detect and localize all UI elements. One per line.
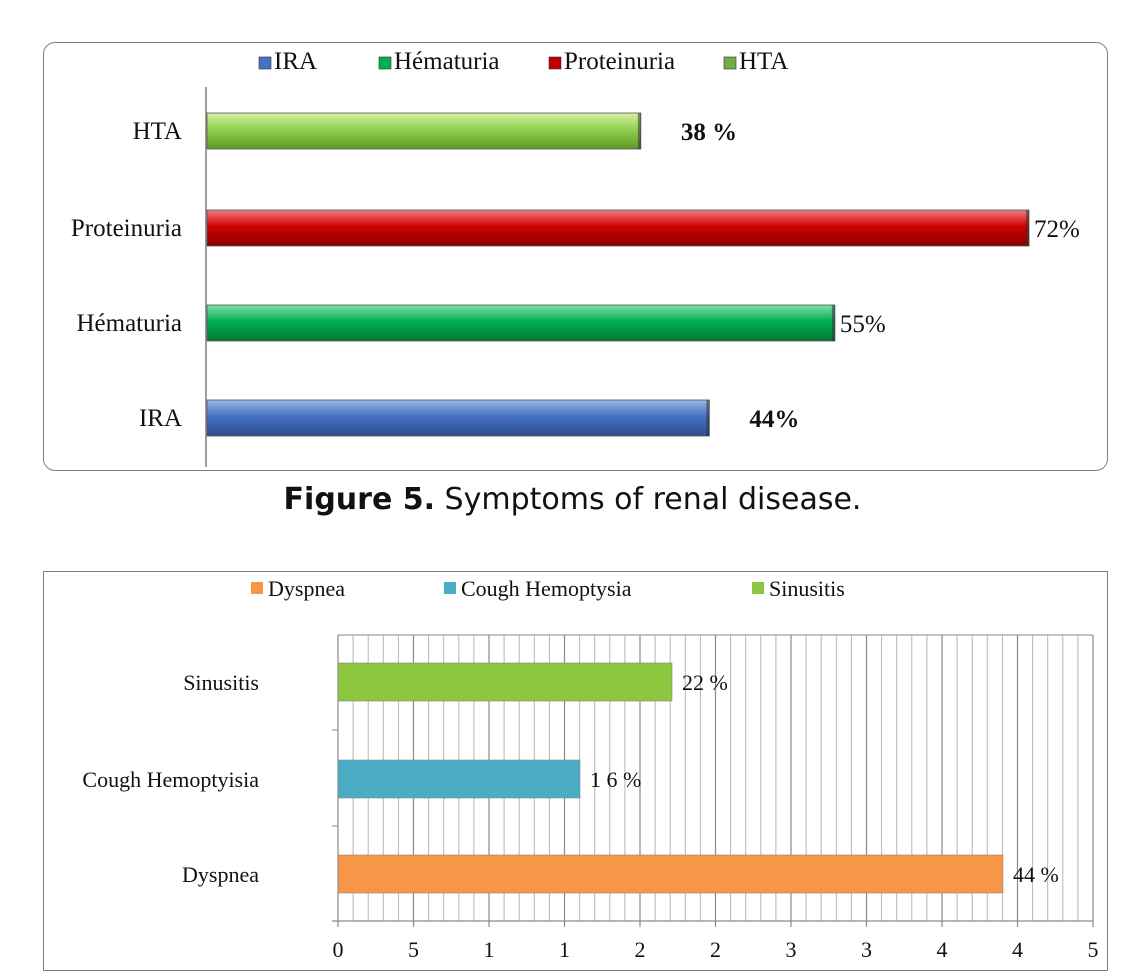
respiratory-symptoms-chart-panel: Dyspnea Cough Hemoptysia Sinusitis Dyspnea…: [43, 571, 1108, 971]
chart-legend: Dyspnea Cough Hemoptysia Sinusitis: [251, 576, 845, 601]
category-label-hta: HTA: [133, 118, 182, 145]
bar-end-hta: [637, 113, 641, 149]
x-tick-label: 2: [710, 937, 721, 962]
legend-swatch-ira: [258, 56, 272, 70]
x-tick-label: 4: [1012, 937, 1023, 962]
category-label-dyspnea: Dyspnea: [182, 862, 259, 887]
x-tick-label: 5: [1088, 937, 1099, 962]
data-label-proteinuria: 72%: [1034, 216, 1080, 243]
bar-sinusitis: [337, 662, 673, 702]
data-label-ira: 44%: [749, 406, 799, 433]
legend-swatch-dyspnea: [251, 582, 263, 594]
x-tick-label: 1: [484, 937, 495, 962]
bar-proteinuria: [206, 209, 1030, 247]
bar-end-hematuria: [831, 305, 835, 341]
bar-end-ira: [706, 400, 710, 436]
data-label-dyspnea: 44 %: [1013, 862, 1059, 887]
data-label-hta: 38 %: [681, 119, 737, 146]
legend-swatch-hta: [723, 56, 737, 70]
category-label-cough-hemoptyisia: Cough Hemoptyisia: [82, 767, 259, 792]
x-tick-label: 0: [333, 937, 344, 962]
legend-swatch-sinusitis: [752, 582, 764, 594]
legend-swatch-hematuria: [378, 56, 392, 70]
legend-label-hta: HTA: [739, 48, 788, 75]
legend-label-cough-hemoptysia: Cough Hemoptysia: [461, 576, 632, 601]
x-tick-label: 3: [786, 937, 797, 962]
bar-end-proteinuria: [1026, 210, 1029, 246]
bar-hta: [206, 112, 642, 150]
legend-swatch-proteinuria: [548, 56, 562, 70]
legend-label-dyspnea: Dyspnea: [268, 576, 345, 601]
chart-legend: IRA Hématuria Proteinuria HTA: [258, 48, 788, 75]
bar-ira: [206, 399, 710, 437]
category-label-ira: IRA: [139, 405, 182, 432]
legend-label-ira: IRA: [274, 48, 317, 75]
figure-caption: Figure 5. Symptoms of renal disease.: [0, 482, 1145, 517]
bar-hematuria: [206, 304, 836, 342]
x-tick-label: 1: [559, 937, 570, 962]
data-label-sinusitis: 22 %: [682, 670, 728, 695]
data-label-cough-hemoptyisia: 1 6 %: [590, 767, 641, 792]
category-label-sinusitis: Sinusitis: [183, 670, 259, 695]
respiratory-symptoms-chart: Dyspnea Cough Hemoptysia Sinusitis Dyspnea…: [82, 576, 1099, 962]
x-tick-label: 4: [937, 937, 948, 962]
legend-label-sinusitis: Sinusitis: [769, 576, 845, 601]
legend-label-proteinuria: Proteinuria: [564, 48, 675, 75]
x-tick-label: 5: [408, 937, 419, 962]
bar-cough-hemoptyisia: [337, 759, 581, 799]
figure-caption-text: Symptoms of renal disease.: [435, 482, 862, 517]
data-label-hematuria: 55%: [840, 311, 886, 338]
category-label-proteinuria: Proteinuria: [71, 215, 182, 242]
legend-swatch-cough-hemoptysia: [444, 582, 456, 594]
legend-label-hematuria: Hématuria: [394, 48, 500, 75]
renal-symptoms-chart: IRA Hématuria Proteinuria HTA IRA Hématuria P…: [71, 48, 1080, 467]
x-tick-label: 2: [635, 937, 646, 962]
x-tick-label: 3: [861, 937, 872, 962]
figure-caption-label: Figure 5.: [283, 482, 436, 517]
category-label-hematuria: Hématuria: [76, 310, 182, 337]
bar-dyspnea: [337, 854, 1004, 894]
renal-symptoms-chart-panel: IRA Hématuria Proteinuria HTA IRA Hématuria P…: [43, 42, 1108, 471]
